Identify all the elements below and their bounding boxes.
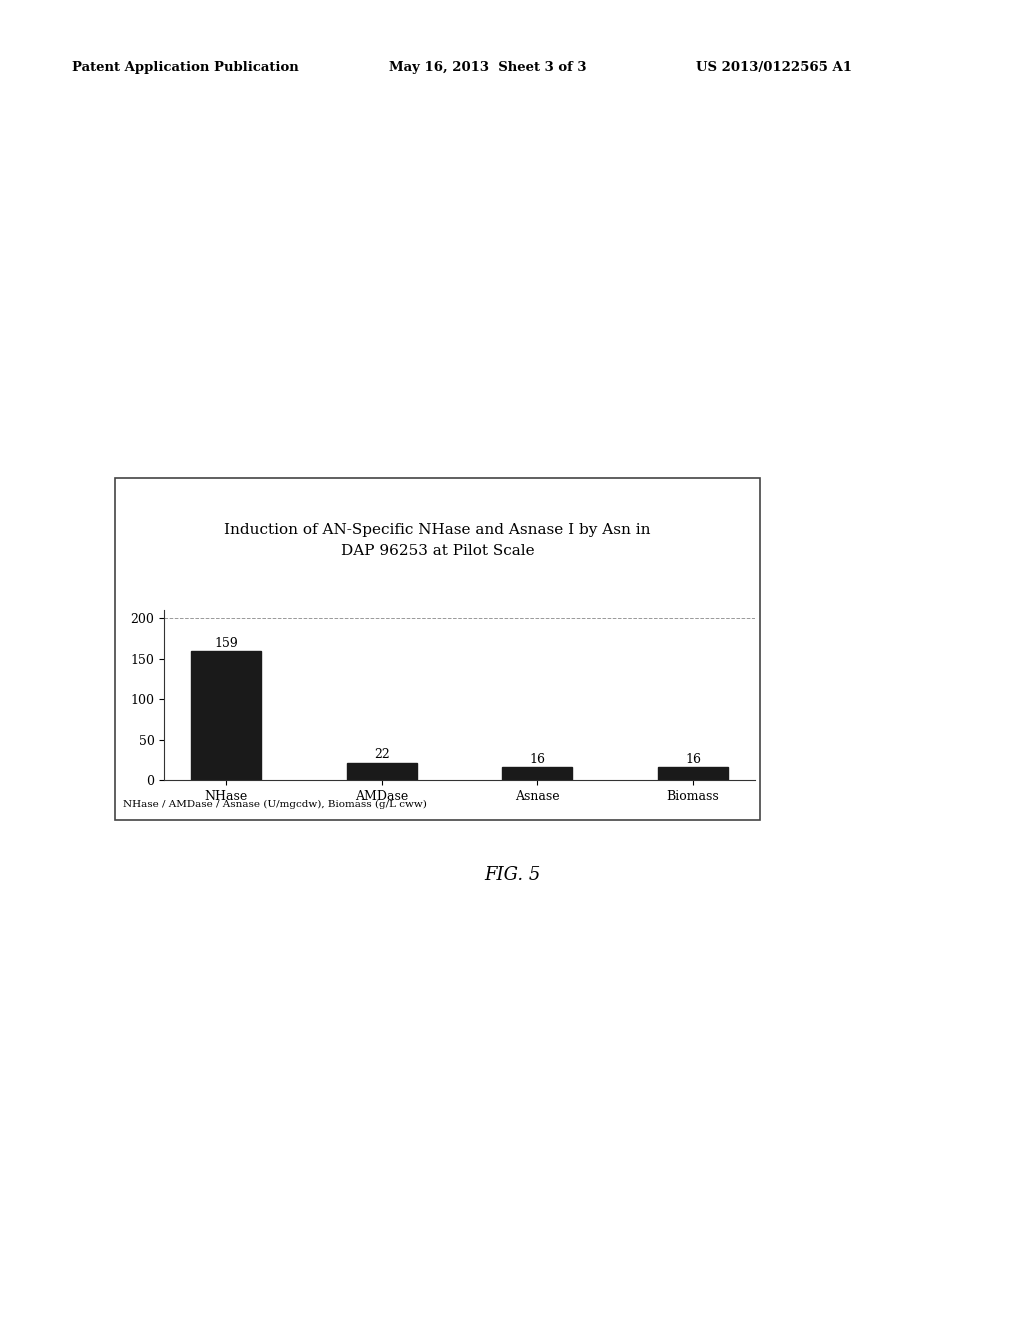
Text: May 16, 2013  Sheet 3 of 3: May 16, 2013 Sheet 3 of 3 <box>389 62 587 74</box>
Text: 16: 16 <box>685 752 701 766</box>
Bar <box>503 767 572 780</box>
Text: FIG. 5: FIG. 5 <box>483 866 541 884</box>
Bar <box>658 767 728 780</box>
Text: 16: 16 <box>529 752 546 766</box>
Text: NHase / AMDase / Asnase (U/mgcdw), Biomass (g/L cww): NHase / AMDase / Asnase (U/mgcdw), Bioma… <box>123 800 427 809</box>
Text: Induction of AN-Specific NHase and Asnase I by Asn in
DAP 96253 at Pilot Scale: Induction of AN-Specific NHase and Asnas… <box>224 524 650 558</box>
Bar <box>191 651 261 780</box>
Text: US 2013/0122565 A1: US 2013/0122565 A1 <box>696 62 852 74</box>
Text: 159: 159 <box>214 636 238 649</box>
Text: Patent Application Publication: Patent Application Publication <box>72 62 298 74</box>
Bar <box>347 763 417 780</box>
Text: 22: 22 <box>374 748 389 760</box>
